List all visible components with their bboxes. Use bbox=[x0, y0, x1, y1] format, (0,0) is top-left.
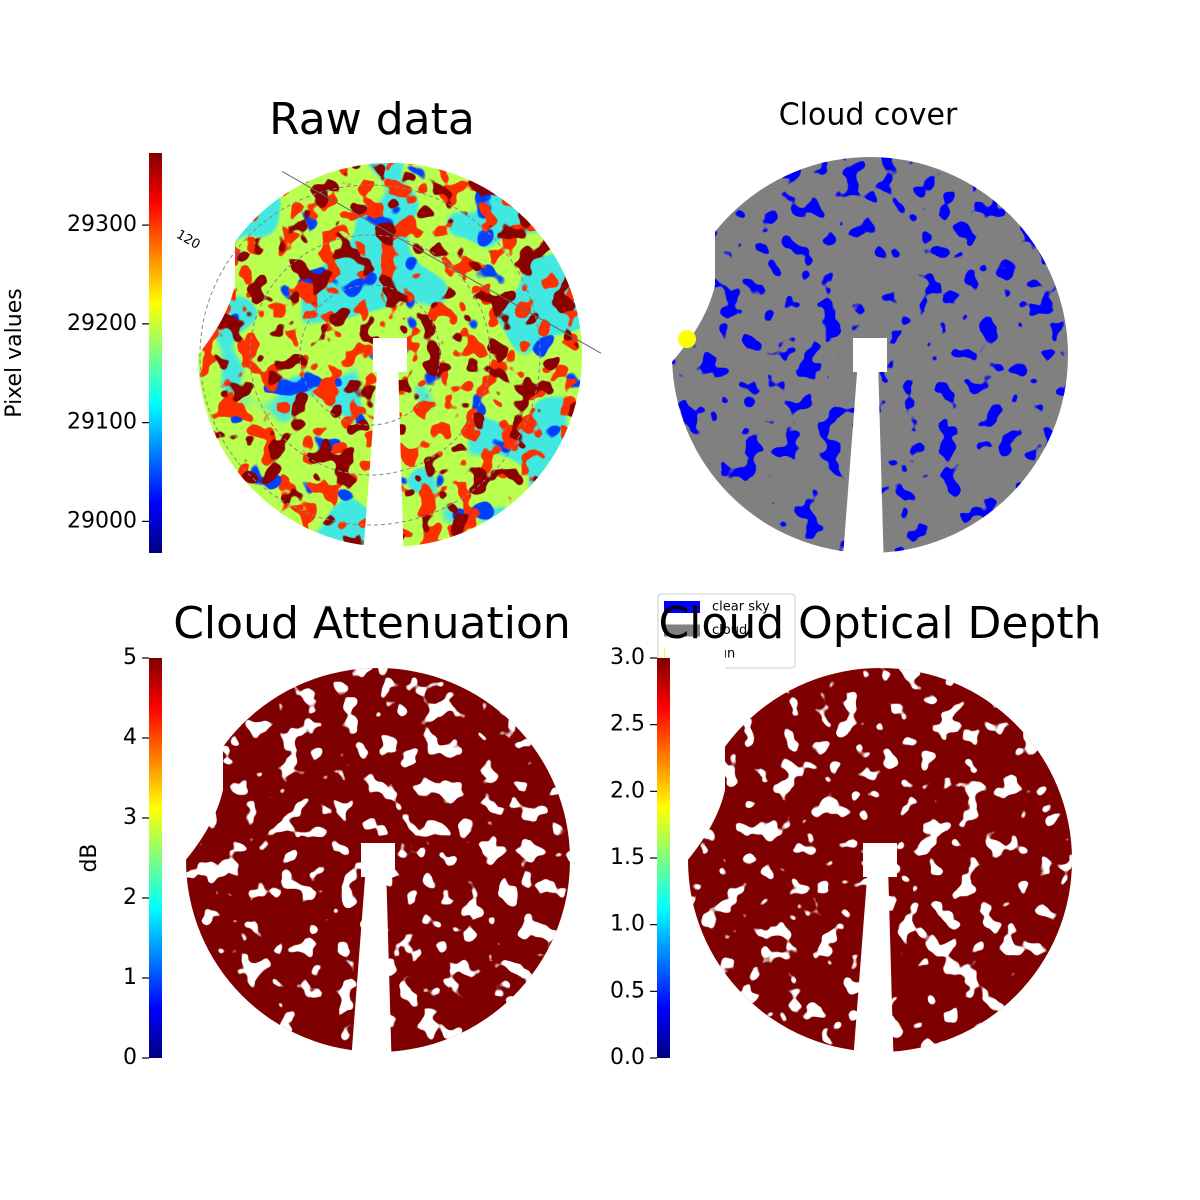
tick-label: 4 bbox=[123, 725, 137, 750]
colorbar bbox=[149, 153, 162, 553]
mask bbox=[163, 645, 223, 885]
tick-label: 0.5 bbox=[610, 978, 645, 1003]
legend-label: cloud bbox=[712, 623, 747, 638]
legend-swatch bbox=[664, 601, 700, 613]
tick-label: 1 bbox=[123, 965, 137, 990]
legend-label: clear sky bbox=[712, 600, 770, 615]
tick-label: 0 bbox=[123, 1045, 137, 1070]
panel-title: Cloud Optical Depth bbox=[658, 598, 1101, 649]
tick-label: 29300 bbox=[67, 212, 137, 237]
tick-label: 2.5 bbox=[610, 712, 645, 737]
mask bbox=[852, 865, 894, 1075]
colorbar bbox=[657, 658, 670, 1058]
mask bbox=[175, 140, 235, 380]
tick-label: 0.0 bbox=[610, 1045, 645, 1070]
mask bbox=[373, 338, 407, 372]
tick-label: 29100 bbox=[67, 410, 137, 435]
colorbar-label: Pixel values bbox=[2, 288, 27, 417]
tick-label: 2 bbox=[123, 885, 137, 910]
mask bbox=[863, 843, 897, 877]
mask bbox=[361, 843, 395, 877]
grid-radial bbox=[282, 171, 602, 354]
mask bbox=[350, 865, 392, 1075]
tick-label: 29000 bbox=[67, 508, 137, 533]
mask bbox=[853, 338, 887, 372]
panel-title: Raw data bbox=[269, 94, 475, 145]
tick-label: 3.0 bbox=[610, 645, 645, 670]
mask bbox=[665, 645, 725, 885]
tick-label: 1.5 bbox=[610, 845, 645, 870]
panel-title: Cloud cover bbox=[779, 98, 958, 133]
polar-grid bbox=[199, 171, 602, 526]
tick-label: 29200 bbox=[67, 311, 137, 336]
tick-label: 5 bbox=[123, 645, 137, 670]
sun bbox=[678, 330, 696, 348]
legend-swatch bbox=[664, 624, 700, 637]
tick-label: 3 bbox=[123, 805, 137, 830]
tick-label: 1.0 bbox=[610, 912, 645, 937]
mask bbox=[655, 140, 715, 380]
colorbar bbox=[149, 658, 162, 1058]
panel-title: Cloud Attenuation bbox=[173, 598, 571, 649]
mask bbox=[362, 360, 404, 570]
grid-circle bbox=[199, 184, 541, 526]
grid-circle bbox=[249, 234, 491, 476]
grid-circle bbox=[299, 284, 441, 426]
colorbar-label: dB bbox=[77, 843, 102, 872]
mask bbox=[842, 360, 884, 570]
tick-label: 2.0 bbox=[610, 778, 645, 803]
